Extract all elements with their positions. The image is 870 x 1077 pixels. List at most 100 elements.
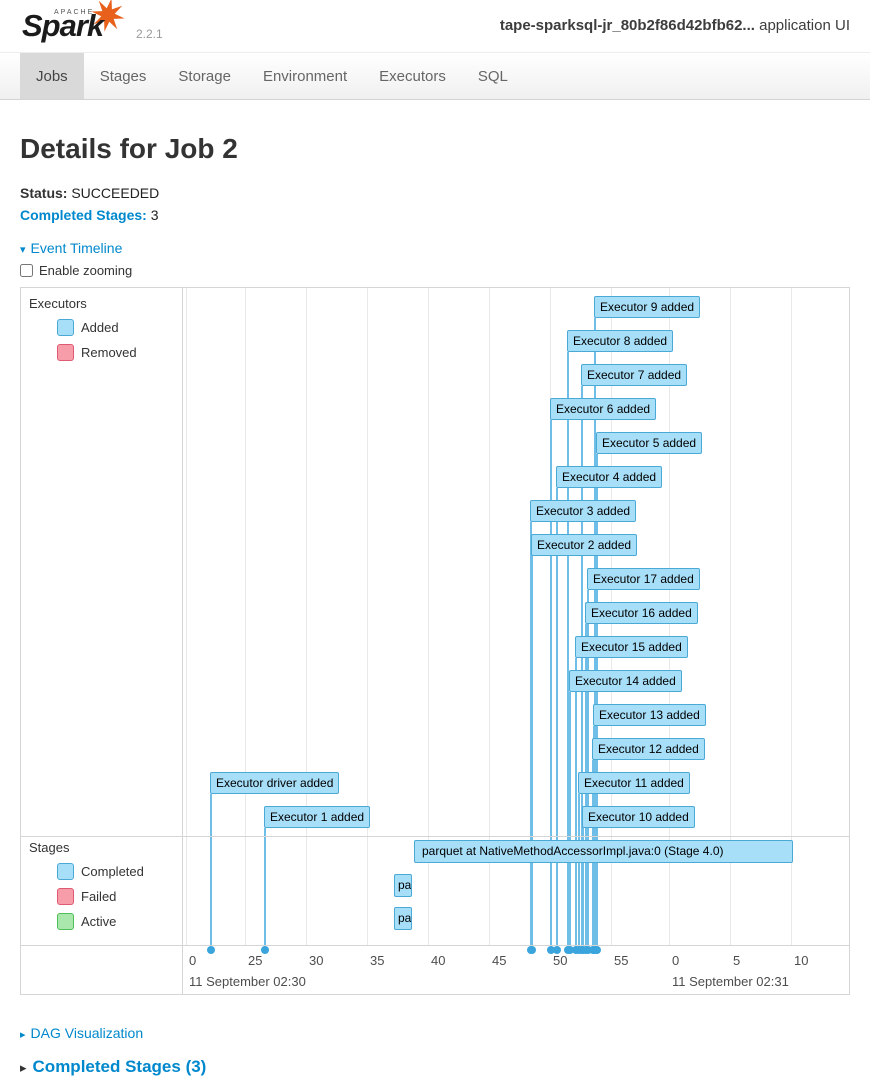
caret-right-icon: ▸ <box>20 1029 26 1041</box>
axis-date-label: 11 September 02:30 <box>189 974 306 989</box>
axis-separator <box>21 945 849 946</box>
executor-event[interactable]: Executor 1 added <box>264 806 371 828</box>
completed-stages-label[interactable]: Completed Stages: <box>20 207 147 223</box>
axis-tick-label: 55 <box>614 953 629 968</box>
stage-item[interactable]: parquet at NativeMethodAccessorImpl.java… <box>414 840 793 863</box>
tab-stages[interactable]: Stages <box>99 68 147 85</box>
event-stem <box>575 658 577 950</box>
event-dot <box>579 946 587 954</box>
event-stem <box>594 318 596 950</box>
tab-jobs[interactable]: Jobs <box>20 53 84 99</box>
enable-zooming-row: Enable zooming <box>20 263 850 278</box>
executor-event[interactable]: Executor 10 added <box>582 806 695 828</box>
dag-visualization-toggle[interactable]: ▸ DAG Visualization <box>20 1025 850 1041</box>
tab-sql[interactable]: SQL <box>477 68 508 85</box>
event-dot <box>553 946 561 954</box>
executor-event[interactable]: Executor 14 added <box>569 670 682 692</box>
event-dot <box>547 946 555 954</box>
executor-event[interactable]: Executor 3 added <box>530 500 637 522</box>
stages-legend: Completed Failed Active <box>21 863 181 930</box>
application-name: tape-sparksql-jr_80b2f86d42bfb62... <box>499 17 755 34</box>
event-stem <box>581 386 583 950</box>
tab-executors[interactable]: Executors <box>379 68 446 85</box>
status-label: Status: <box>20 185 68 201</box>
added-legend-swatch <box>57 319 74 336</box>
axis-tick-label: 40 <box>431 953 446 968</box>
spark-wordmark: Spark <box>22 8 104 43</box>
executor-event[interactable]: Executor 17 added <box>587 568 700 590</box>
gridline <box>489 288 490 945</box>
caret-down-icon: ▾ <box>20 244 26 256</box>
completed-stages-heading-label: Completed Stages (3) <box>32 1057 207 1076</box>
tab-environment[interactable]: Environment <box>262 68 348 85</box>
event-dot <box>589 946 597 954</box>
axis-tick-label: 50 <box>553 953 568 968</box>
apache-label: APACHE <box>54 9 95 16</box>
executor-event[interactable]: Executor 13 added <box>593 704 706 726</box>
executor-event[interactable]: Executor 5 added <box>596 432 703 454</box>
event-stem <box>593 726 595 950</box>
timeline-chart-area: 0 25 30 35 40 45 50 55 0 5 10 11 September 02:30 11 … <box>183 288 849 994</box>
stage-item[interactable]: pa <box>394 907 412 930</box>
enable-zooming-label: Enable zooming <box>39 263 133 278</box>
application-ui-suffix: application UI <box>754 17 850 34</box>
removed-legend-swatch <box>57 344 74 361</box>
axis-tick-label: 45 <box>492 953 507 968</box>
event-stem <box>264 828 266 950</box>
axis-tick-label: 0 <box>672 953 680 968</box>
axis-tick-label: 10 <box>794 953 809 968</box>
enable-zooming-checkbox[interactable] <box>20 264 33 277</box>
gridline <box>245 288 246 945</box>
timeline-group-labels: Executors Added Removed Stages Completed F… <box>21 288 183 994</box>
legend-item-added: Added <box>57 319 181 336</box>
removed-legend-swatch <box>57 888 74 905</box>
status-value: SUCCEEDED <box>71 185 160 201</box>
executor-event[interactable]: Executor 4 added <box>556 466 663 488</box>
tab-storage[interactable]: Storage <box>178 68 231 85</box>
event-stem <box>582 828 584 950</box>
executor-event[interactable]: Executor 11 added <box>578 772 690 794</box>
gridline <box>791 288 792 945</box>
completed-stages-heading[interactable]: ▸ Completed Stages (3) <box>20 1057 850 1077</box>
axis-date-label: 11 September 02:31 <box>672 974 789 989</box>
executor-event[interactable]: Executor 15 added <box>575 636 688 658</box>
event-stem <box>578 794 580 950</box>
executor-event[interactable]: Executor 9 added <box>594 296 701 318</box>
axis-tick-label: 5 <box>733 953 741 968</box>
executor-event[interactable]: Executor 16 added <box>585 602 698 624</box>
stage-item[interactable]: pa <box>394 874 412 897</box>
executor-event[interactable]: Executor driver added <box>210 772 340 794</box>
added-legend-swatch <box>57 863 74 880</box>
executor-event[interactable]: Executor 2 added <box>531 534 638 556</box>
spark-star-icon <box>91 0 125 32</box>
spark-logo[interactable]: APACHE Spark 2.2.1 <box>20 0 180 52</box>
legend-label: Added <box>81 320 119 335</box>
dag-visualization-label: DAG Visualization <box>30 1025 144 1041</box>
event-stem <box>550 420 552 950</box>
event-dot <box>566 946 574 954</box>
star-shape <box>91 0 125 32</box>
event-timeline-chart: Executors Added Removed Stages Completed F… <box>20 287 850 995</box>
executors-legend: Added Removed <box>21 319 181 361</box>
completed-stages-value: 3 <box>150 207 159 223</box>
event-stem <box>531 556 533 950</box>
executor-event[interactable]: Executor 7 added <box>581 364 688 386</box>
legend-item-active: Active <box>57 913 181 930</box>
executors-group: Executors Added Removed <box>21 288 181 361</box>
event-stem <box>569 692 571 950</box>
executors-group-label: Executors <box>29 296 87 311</box>
event-stem <box>596 454 598 950</box>
nav-tabs: Jobs Stages Storage Environment Executors SQL <box>0 52 870 100</box>
event-timeline-toggle[interactable]: ▾ Event Timeline <box>20 240 850 256</box>
active-legend-swatch <box>57 913 74 930</box>
executor-event[interactable]: Executor 8 added <box>567 330 674 352</box>
executor-event[interactable]: Executor 6 added <box>550 398 657 420</box>
completed-stages-line: Completed Stages: 3 <box>20 207 850 223</box>
executor-event[interactable]: Executor 12 added <box>592 738 705 760</box>
legend-item-removed: Removed <box>57 344 181 361</box>
event-stem <box>587 590 589 950</box>
axis-tick-label: 0 <box>189 953 197 968</box>
legend-label: Active <box>81 914 117 929</box>
header: APACHE Spark 2.2.1 tape-sparksql-jr_80b2… <box>0 0 870 52</box>
event-dot <box>528 946 536 954</box>
